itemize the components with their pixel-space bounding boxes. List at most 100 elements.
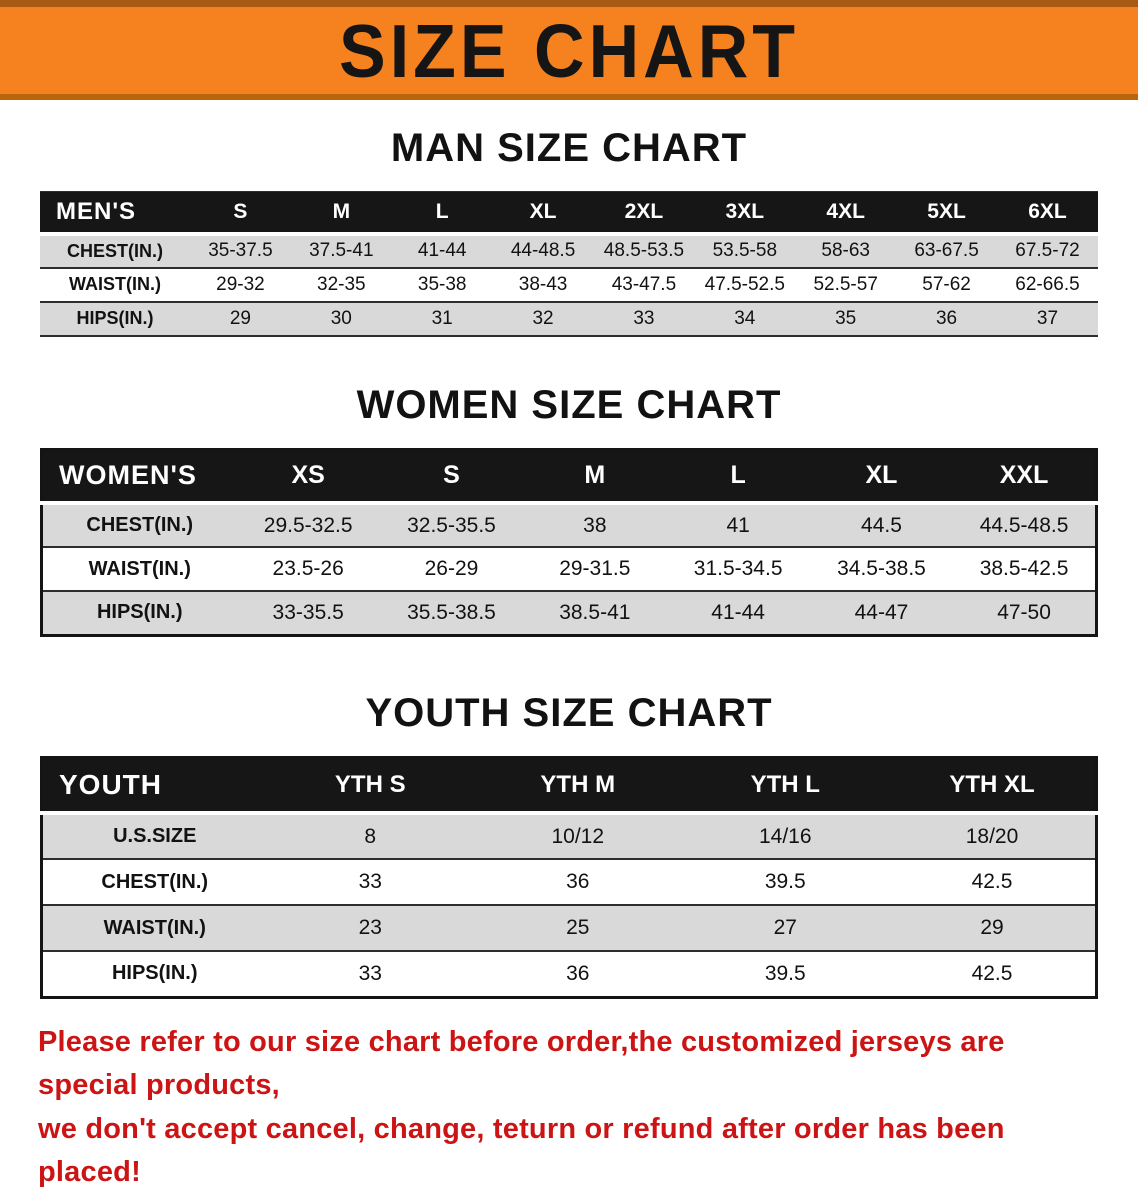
men-size-col-4: XL [492, 191, 594, 236]
women-size-col-2: S [379, 449, 524, 505]
men-size-col-8: 5XL [896, 191, 997, 236]
men-size-col-2: M [290, 191, 392, 236]
youth-table-body: U.S.SIZE 8 10/12 14/16 18/20 CHEST(IN.) 33 36 39… [41, 813, 1097, 997]
women-table-title: WOMEN'S [41, 449, 237, 505]
youth-size-col-1: YTH S [266, 757, 474, 815]
men-cell-r2-c8: 57-62 [922, 273, 971, 295]
men-section-heading: MAN SIZE CHART [390, 126, 748, 170]
women-cell-r2-c1: 23.5-26 [272, 557, 344, 580]
women-cell-r2-c6: 38.5-42.5 [979, 557, 1069, 580]
men-cell-r1-c6: 53.5-58 [712, 240, 778, 261]
youth-cell-r2-c1: 33 [358, 870, 382, 893]
youth-cell-r2-c3: 39.5 [764, 870, 806, 893]
youth-table-title: YOUTH [41, 757, 267, 815]
women-cell-r1-c1: 29.5-32.5 [263, 513, 353, 537]
men-header-row: MEN'S S M L XL 2XL 3XL 4XL 5XL 6XL [40, 191, 1098, 236]
women-row-label-3: HIPS(IN.) [96, 601, 183, 624]
women-row-2: WAIST(IN.) 23.5-26 26-29 29-31.5 31.5-34.5 34… [41, 547, 1097, 591]
women-row-1: CHEST(IN.) 29.5-32.5 32.5-35.5 38 41 44.5 44.5… [41, 503, 1097, 547]
men-cell-r3-c3: 31 [431, 307, 453, 329]
men-size-col-6: 3XL [694, 191, 796, 236]
women-cell-r3-c3: 38.5-41 [559, 600, 631, 624]
women-cell-r1-c2: 32.5-35.5 [407, 513, 496, 537]
women-size-col-4: L [666, 449, 810, 505]
men-cell-r2-c9: 62-66.5 [1015, 273, 1080, 295]
youth-section: YOUTH SIZE CHART YOUTH YTH S YTH M YTH L YTH… [0, 691, 1138, 999]
men-cell-r1-c2: 37.5-41 [309, 240, 374, 261]
men-row-2: WAIST(IN.) 29-32 32-35 35-38 38-43 43-47.5 47.… [40, 268, 1098, 302]
youth-size-col-4: YTH XL [889, 757, 1097, 815]
youth-size-table: YOUTH YTH S YTH M YTH L YTH XL U.S.SIZE 8 10/1… [40, 755, 1098, 999]
women-row-label-2: WAIST(IN.) [88, 557, 191, 580]
youth-cell-r4-c1: 33 [358, 961, 382, 985]
disclaimer-line-2: we don't accept cancel, change, teturn o… [38, 1112, 1005, 1189]
youth-row-1: U.S.SIZE 8 10/12 14/16 18/20 [41, 813, 1097, 859]
men-size-col-3: L [391, 191, 493, 236]
men-cell-r1-c4: 44-48.5 [510, 240, 576, 261]
women-row-3: HIPS(IN.) 33-35.5 35.5-38.5 38.5-41 41-44 44-… [41, 591, 1097, 635]
youth-row-label-2: CHEST(IN.) [101, 870, 209, 893]
women-cell-r3-c1: 33-35.5 [272, 600, 344, 624]
women-size-col-5: XL [809, 449, 954, 505]
size-chart-banner: SIZE CHART [0, 0, 1138, 100]
youth-cell-r1-c1: 8 [364, 824, 377, 848]
women-row-label-1: CHEST(IN.) [86, 514, 194, 536]
women-cell-r2-c5: 34.5-38.5 [837, 557, 926, 580]
women-cell-r2-c2: 26-29 [424, 557, 479, 580]
women-cell-r3-c4: 41-44 [711, 600, 765, 624]
youth-header-row: YOUTH YTH S YTH M YTH L YTH XL [41, 757, 1097, 815]
youth-cell-r3-c3: 27 [773, 916, 797, 939]
women-cell-r2-c3: 29-31.5 [559, 557, 631, 580]
youth-row-label-1: U.S.SIZE [113, 825, 197, 847]
men-row-label-2: WAIST(IN.) [69, 274, 161, 294]
men-cell-r2-c2: 32-35 [317, 273, 366, 295]
men-cell-r2-c7: 52.5-57 [813, 273, 878, 295]
youth-cell-r1-c4: 18/20 [965, 824, 1019, 848]
men-row-1: CHEST(IN.) 35-37.5 37.5-41 41-44 44-48.5 48.5… [40, 233, 1098, 268]
women-cell-r1-c6: 44.5-48.5 [979, 513, 1069, 537]
women-cell-r3-c6: 47-50 [997, 600, 1051, 624]
men-cell-r3-c9: 37 [1036, 307, 1059, 329]
men-cell-r3-c1: 29 [229, 307, 251, 329]
men-size-table: MEN'S S M L XL 2XL 3XL 4XL 5XL 6XL CHEST(IN.) 35-3… [40, 191, 1098, 337]
men-row-3: HIPS(IN.) 29 30 31 32 33 34 35 36 37 [40, 301, 1098, 336]
women-cell-r1-c5: 44.5 [861, 513, 902, 537]
men-cell-r1-c1: 35-37.5 [208, 240, 273, 261]
men-cell-r3-c2: 30 [330, 307, 352, 329]
youth-cell-r3-c2: 25 [566, 916, 590, 939]
women-cell-r3-c5: 44-47 [854, 600, 909, 624]
men-cell-r2-c6: 47.5-52.5 [704, 273, 785, 295]
youth-cell-r4-c2: 36 [566, 961, 590, 985]
women-cell-r1-c3: 38 [583, 513, 607, 537]
disclaimer-note: Please refer to our size chart before or… [38, 1021, 1100, 1195]
women-size-col-6: XXL [953, 449, 1097, 505]
men-row-label-3: HIPS(IN.) [76, 308, 154, 328]
men-cell-r3-c7: 35 [835, 307, 857, 329]
youth-cell-r3-c4: 29 [980, 916, 1004, 939]
women-cell-r3-c2: 35.5-38.5 [407, 600, 496, 624]
youth-row-label-3: WAIST(IN.) [103, 916, 206, 939]
men-cell-r1-c5: 48.5-53.5 [603, 240, 685, 261]
men-cell-r3-c5: 33 [633, 307, 655, 329]
men-section: MAN SIZE CHART MEN'S S M L XL 2XL 3XL 4XL 5XL 6XL… [0, 126, 1138, 337]
women-section-heading: WOMEN SIZE CHART [356, 382, 782, 427]
men-size-col-1: S [190, 191, 291, 236]
men-cell-r2-c4: 38-43 [518, 273, 568, 295]
men-size-col-7: 4XL [795, 191, 897, 236]
men-table-body: CHEST(IN.) 35-37.5 37.5-41 41-44 44-48.5 48.5… [40, 233, 1098, 336]
youth-cell-r3-c1: 23 [358, 916, 382, 939]
women-header-row: WOMEN'S XS S M L XL XXL [41, 449, 1097, 505]
men-size-col-5: 2XL [593, 191, 695, 236]
youth-size-col-2: YTH M [474, 757, 682, 815]
men-cell-r2-c3: 35-38 [417, 273, 467, 295]
men-size-col-9: 6XL [997, 191, 1098, 236]
youth-row-3: WAIST(IN.) 23 25 27 29 [41, 905, 1097, 951]
men-cell-r2-c5: 43-47.5 [611, 273, 677, 295]
disclaimer-line-1: Please refer to our size chart before or… [38, 1025, 1005, 1102]
men-table-title: MEN'S [40, 191, 190, 236]
youth-cell-r4-c3: 39.5 [764, 961, 806, 985]
youth-row-label-4: HIPS(IN.) [111, 962, 198, 985]
youth-cell-r2-c2: 36 [566, 870, 590, 893]
men-cell-r3-c8: 36 [935, 307, 958, 329]
